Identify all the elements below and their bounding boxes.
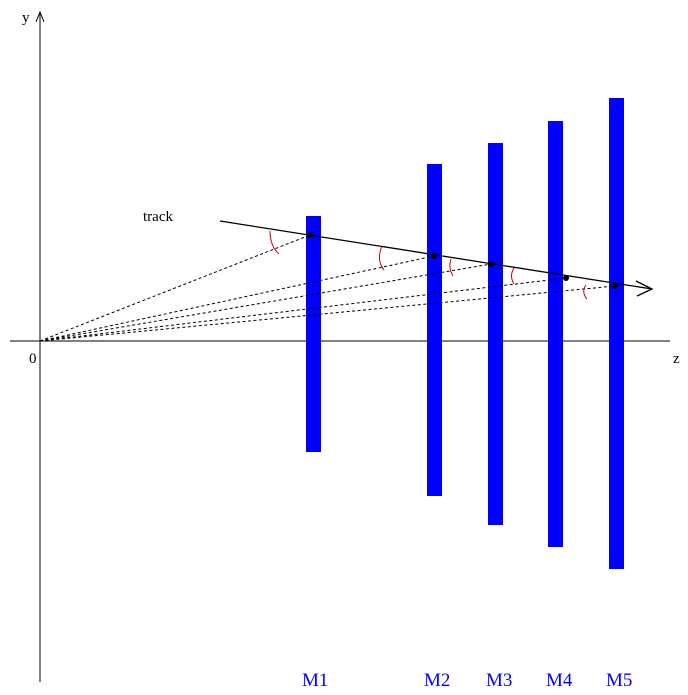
- plane-m3: [488, 143, 503, 525]
- projection-line-m3: [39, 263, 492, 342]
- plane-label-m3: M3: [486, 670, 512, 691]
- plane-label-m1: M1: [302, 670, 328, 691]
- hit-point-m3: [488, 261, 494, 267]
- angle-arc-m4: [511, 267, 515, 285]
- track-arrowhead: [635, 280, 654, 297]
- projection-line-m5: [39, 285, 616, 342]
- plane-label-m4: M4: [546, 670, 573, 691]
- z-axis-label: z: [673, 351, 680, 367]
- hit-point-m4: [563, 275, 569, 281]
- plane-label-m5: M5: [606, 670, 632, 691]
- angle-arc-m5: [583, 284, 588, 300]
- hit-point-m1: [307, 232, 313, 238]
- angle-arc-m3: [449, 258, 454, 277]
- angle-arcs: [269, 230, 588, 300]
- y-axis-arrowhead: [35, 10, 45, 23]
- angle-arc-m1: [269, 230, 280, 255]
- projection-line-m1: [39, 234, 311, 342]
- hit-point-m5: [612, 283, 618, 289]
- y-axis-label: y: [22, 10, 30, 26]
- plane-m5: [609, 98, 624, 569]
- projection-line-m4: [39, 277, 567, 342]
- track-label: track: [143, 209, 173, 225]
- plane-labels: M1 M2 M3 M4 M5: [302, 670, 632, 691]
- hit-point-m2: [431, 253, 437, 259]
- track: track: [143, 209, 654, 297]
- plane-m2: [427, 164, 442, 496]
- axes: y z 0: [10, 10, 680, 682]
- plane-m4: [548, 121, 563, 547]
- detector-planes: [306, 98, 624, 569]
- origin-label: 0: [29, 351, 37, 367]
- projection-lines: [39, 234, 616, 342]
- projection-line-m2: [39, 255, 435, 342]
- plane-m1: [306, 216, 321, 452]
- angle-arc-m2: [378, 245, 385, 271]
- plane-label-m2: M2: [424, 670, 450, 691]
- hit-points: [307, 232, 618, 289]
